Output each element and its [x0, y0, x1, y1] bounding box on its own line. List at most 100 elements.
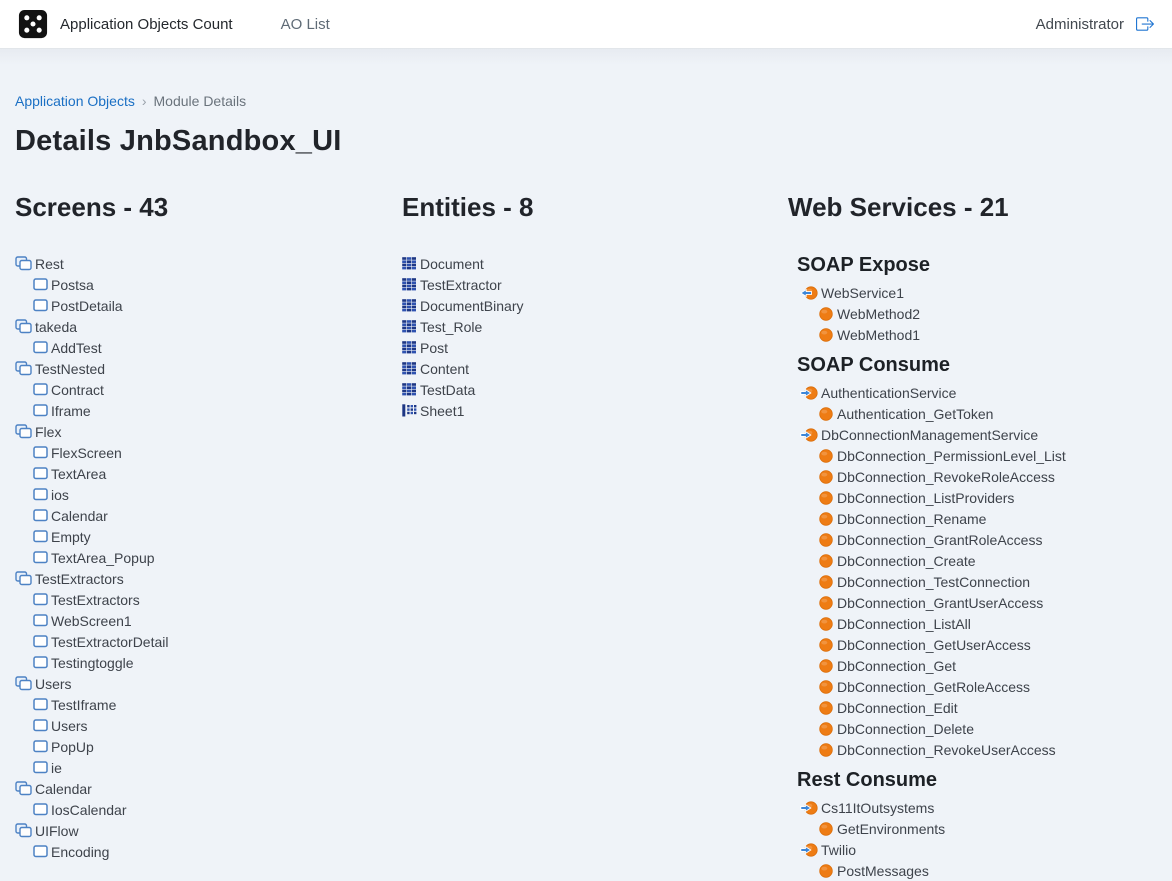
screen-group-row: Flex: [15, 421, 402, 442]
ws-method-row: WebMethod1: [800, 324, 1157, 345]
ws-method-row: PostMessages: [800, 860, 1157, 881]
screen-icon: [33, 845, 48, 858]
screen-group-row: Calendar: [15, 778, 402, 799]
screen-icon: [33, 299, 48, 312]
screen-icon: [33, 698, 48, 711]
method-circle-icon: [818, 306, 834, 322]
screen-item-row: TestExtractorDetail: [15, 631, 402, 652]
screen-item-row-label: Postsa: [51, 276, 94, 293]
entity-table-icon: [402, 341, 417, 354]
ws-method-row-label: DbConnection_GrantRoleAccess: [837, 531, 1043, 548]
ws-method-row-label: GetEnvironments: [837, 820, 946, 837]
screen-group-row: takeda: [15, 316, 402, 337]
screen-item-row-label: Encoding: [51, 843, 110, 860]
screen-item-row: Contract: [15, 379, 402, 400]
screen-item-row-label: Contract: [51, 381, 104, 398]
entity-row-label: Post: [420, 339, 449, 356]
web-services-column-title: Web Services - 21: [788, 192, 1009, 222]
entity-row: DocumentBinary: [402, 295, 788, 316]
method-circle-icon: [818, 863, 834, 879]
ui-flow-folder-icon: [15, 571, 32, 586]
screen-icon: [33, 383, 48, 396]
ws-method-row-label: PostMessages: [837, 862, 929, 879]
screen-item-row-label: PopUp: [51, 738, 94, 755]
entity-row: Sheet1: [402, 400, 788, 421]
entities-column-title: Entities - 8: [402, 192, 534, 222]
ws-method-row-label: DbConnection_RevokeUserAccess: [837, 741, 1056, 758]
screen-item-row: TextArea: [15, 463, 402, 484]
entities-list: Document TestExtractor DocumentBinary Test_…: [402, 253, 788, 421]
entities-column: Entities - 8 Document TestExtractor Docume…: [402, 192, 788, 881]
ws-service-row: Cs11ItOutsystems: [800, 797, 1157, 818]
ws-method-row: DbConnection_Delete: [800, 718, 1157, 739]
screen-icon: [33, 551, 48, 564]
page-title: Details JnbSandbox_UI: [15, 125, 342, 157]
screen-item-row-label: TestExtractorDetail: [51, 633, 169, 650]
method-circle-icon: [818, 721, 834, 737]
screen-item-row: IosCalendar: [15, 799, 402, 820]
ws-section-heading: Rest Consume: [797, 769, 938, 791]
box-arrow-right-icon[interactable]: [1136, 15, 1154, 33]
soap-consume-icon: [800, 842, 818, 858]
entity-row-label: Content: [420, 360, 470, 377]
breadcrumb-current: Module Details: [153, 93, 247, 109]
entity-table-icon: [402, 278, 417, 291]
ws-method-row: DbConnection_GrantUserAccess: [800, 592, 1157, 613]
method-circle-icon: [818, 532, 834, 548]
ws-service-row-label: Twilio: [821, 841, 857, 858]
screen-item-row-label: TestIframe: [51, 696, 117, 713]
nav-item-ao-list[interactable]: AO List: [280, 15, 330, 33]
screen-item-row-label: WebScreen1: [51, 612, 132, 629]
screen-item-row-label: FlexScreen: [51, 444, 122, 461]
ws-method-row-label: DbConnection_Delete: [837, 720, 974, 737]
ws-method-row-label: Authentication_GetToken: [837, 405, 994, 422]
screen-item-row: Users: [15, 715, 402, 736]
screen-item-row: ie: [15, 757, 402, 778]
ws-method-row: DbConnection_Rename: [800, 508, 1157, 529]
screen-item-row: TextArea_Popup: [15, 547, 402, 568]
web-services-tree: SOAP Expose WebService1 WebMethod2 WebMe…: [788, 253, 1157, 881]
screen-item-row: TestExtractors: [15, 589, 402, 610]
app-title[interactable]: Application Objects Count: [60, 15, 233, 33]
ws-method-row: DbConnection_Edit: [800, 697, 1157, 718]
method-circle-icon: [818, 637, 834, 653]
screen-group-row: UIFlow: [15, 820, 402, 841]
entity-row: Content: [402, 358, 788, 379]
ws-service-row-label: WebService1: [821, 284, 905, 301]
screen-group-row-label: Users: [35, 675, 72, 692]
screen-item-row: PopUp: [15, 736, 402, 757]
entity-row: TestExtractor: [402, 274, 788, 295]
breadcrumb-link-application-objects[interactable]: Application Objects: [15, 93, 135, 109]
screen-item-row: ios: [15, 484, 402, 505]
screens-column: Screens - 43 Rest Postsa PostDetaila tak…: [15, 192, 402, 881]
soap-consume-icon: [800, 427, 818, 443]
ws-method-row: DbConnection_ListAll: [800, 613, 1157, 634]
soap-consume-icon: [800, 385, 818, 401]
entity-table-icon: [402, 257, 417, 270]
method-circle-icon: [818, 742, 834, 758]
ui-flow-folder-icon: [15, 676, 32, 691]
method-circle-icon: [818, 406, 834, 422]
entity-table-icon: [402, 299, 417, 312]
ws-section-heading: SOAP Expose: [797, 254, 931, 276]
entity-sheet-icon: [402, 404, 417, 417]
ws-method-row-label: WebMethod2: [837, 305, 921, 322]
entity-row-label: Sheet1: [420, 402, 465, 419]
ws-method-row: DbConnection_ListProviders: [800, 487, 1157, 508]
ws-service-row-label: AuthenticationService: [821, 384, 957, 401]
ws-method-row-label: DbConnection_PermissionLevel_List: [837, 447, 1066, 464]
screen-icon: [33, 803, 48, 816]
screen-icon: [33, 404, 48, 417]
method-circle-icon: [818, 658, 834, 674]
screen-icon: [33, 740, 48, 753]
screen-item-row: Empty: [15, 526, 402, 547]
ws-method-row-label: DbConnection_TestConnection: [837, 573, 1031, 590]
ws-service-row-label: DbConnectionManagementService: [821, 426, 1039, 443]
dice-5-icon: [18, 9, 48, 39]
screen-item-row: Encoding: [15, 841, 402, 862]
ws-method-row: DbConnection_GrantRoleAccess: [800, 529, 1157, 550]
screen-item-row: FlexScreen: [15, 442, 402, 463]
ws-section: SOAP Consume AuthenticationService Authe…: [797, 353, 1157, 760]
screen-icon: [33, 614, 48, 627]
web-services-column: Web Services - 21 SOAP Expose WebService…: [788, 192, 1157, 881]
